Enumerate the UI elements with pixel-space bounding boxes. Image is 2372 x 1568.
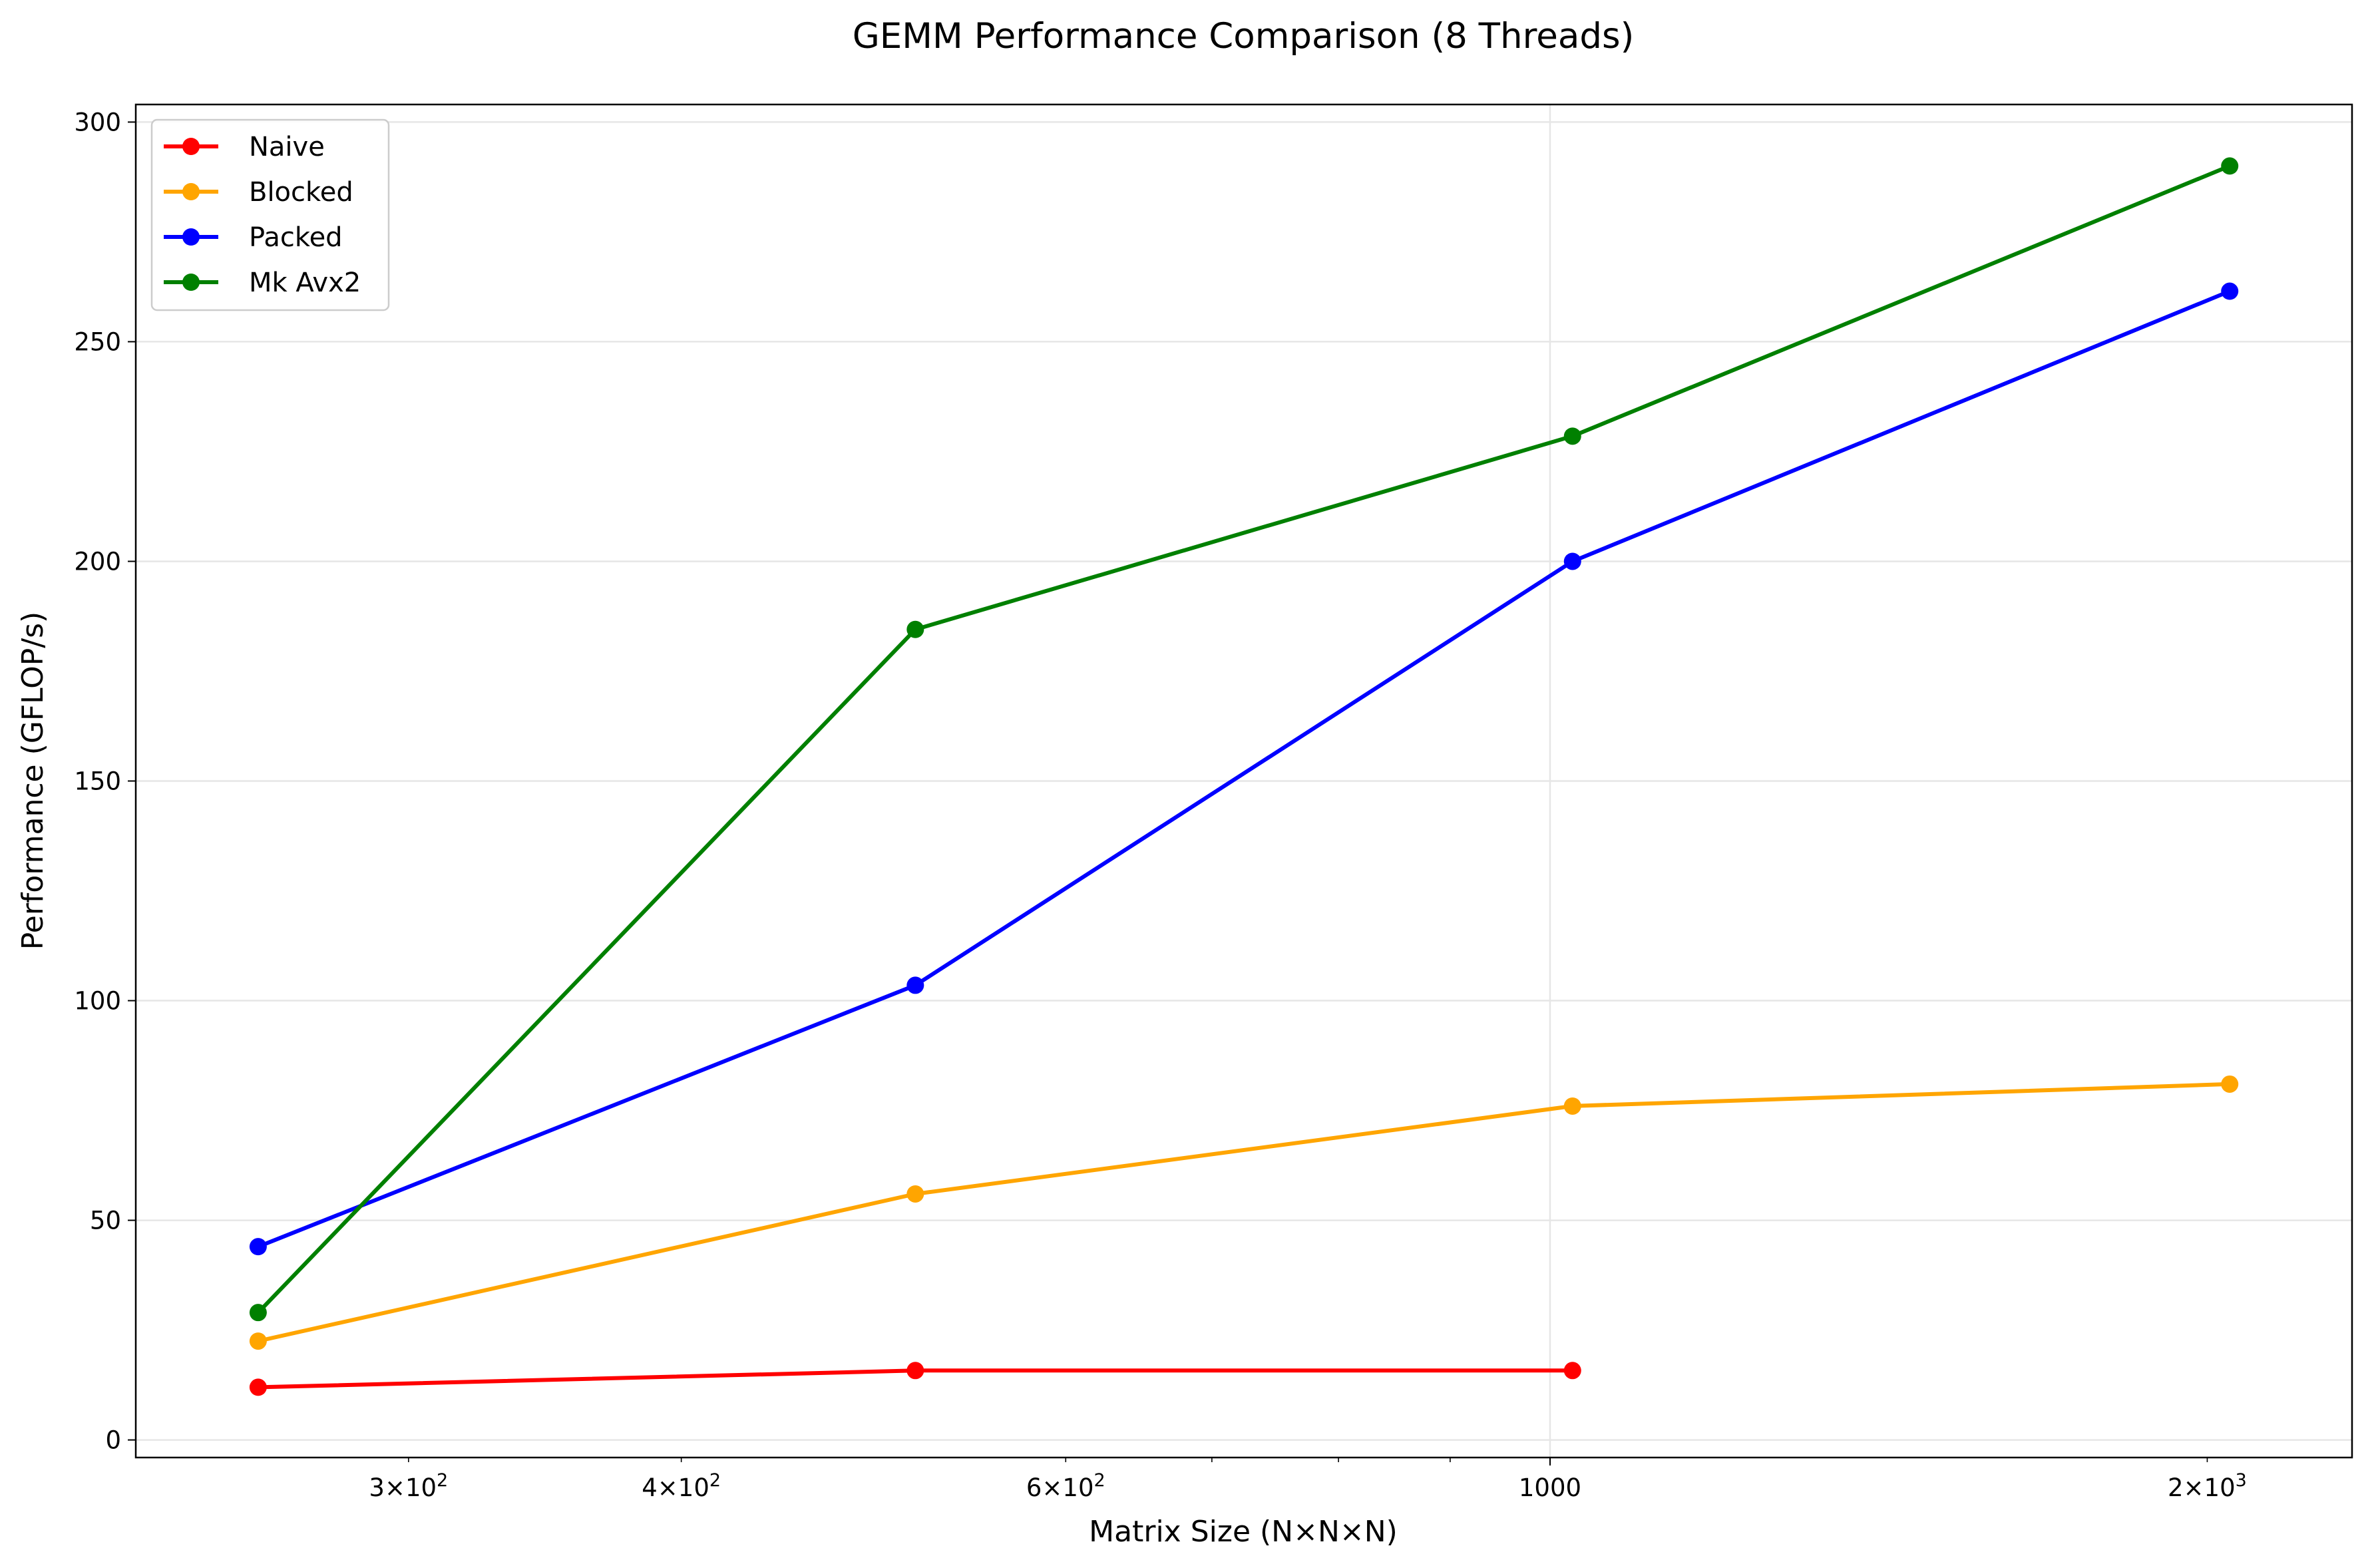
legend-label: Blocked: [249, 177, 353, 208]
x-tick-label: 2×103: [2168, 1470, 2247, 1502]
data-point: [906, 620, 924, 638]
legend-marker: [182, 274, 200, 291]
y-tick-label: 50: [90, 1207, 121, 1235]
y-tick-label: 250: [74, 327, 121, 356]
legend-label: Mk Avx2: [249, 268, 361, 298]
axis-ticks: 0 50 100 150 200 250 300 3×102 4×102 6×102 1000 2×1…: [74, 108, 2246, 1502]
series-naive: [249, 1362, 1581, 1396]
x-tick-label: 3×102: [369, 1470, 448, 1502]
chart-title: GEMM Performance Comparison (8 Threads): [853, 16, 1635, 57]
series-line: [256, 1081, 2232, 1344]
series-mk-avx2: [249, 157, 2239, 1322]
x-tick-label: 6×102: [1026, 1470, 1105, 1502]
data-point: [1563, 1097, 1581, 1115]
legend-marker: [182, 138, 200, 155]
y-axis-label: Performance (GFLOP/s): [16, 612, 50, 950]
data-point: [249, 1238, 267, 1256]
y-tick-label: 150: [74, 767, 121, 796]
legend: Naive Blocked Packed Mk Avx2: [150, 118, 390, 311]
x-axis-label: Matrix Size (N×N×N): [1089, 1515, 1398, 1549]
data-point: [2221, 282, 2239, 300]
data-point: [1563, 427, 1581, 445]
series-blocked: [249, 1075, 2239, 1350]
data-point: [906, 976, 924, 994]
series-line: [255, 163, 2233, 1316]
series-packed: [249, 282, 2239, 1256]
legend-marker: [182, 183, 200, 200]
legend-label: Naive: [249, 132, 325, 162]
data-point: [249, 1378, 267, 1396]
y-tick-label: 200: [74, 547, 121, 576]
legend-marker: [182, 228, 200, 246]
y-tick-label: 300: [74, 108, 121, 136]
legend-label: Packed: [249, 222, 343, 253]
data-point: [249, 1332, 267, 1350]
series-line: [256, 288, 2233, 1250]
data-point: [906, 1185, 924, 1203]
data-point: [1563, 552, 1581, 570]
x-tick-label: 1000: [1519, 1473, 1581, 1502]
x-tick-label: 4×102: [642, 1470, 721, 1502]
data-point: [1563, 1362, 1581, 1380]
series-group: [249, 157, 2239, 1396]
grid: [136, 104, 2352, 1458]
data-point: [2221, 157, 2239, 175]
data-point: [906, 1362, 924, 1380]
y-tick-label: 0: [105, 1426, 121, 1455]
data-point: [249, 1304, 267, 1322]
legend-box: [150, 118, 390, 311]
y-tick-label: 100: [74, 987, 121, 1016]
data-point: [2221, 1075, 2239, 1093]
